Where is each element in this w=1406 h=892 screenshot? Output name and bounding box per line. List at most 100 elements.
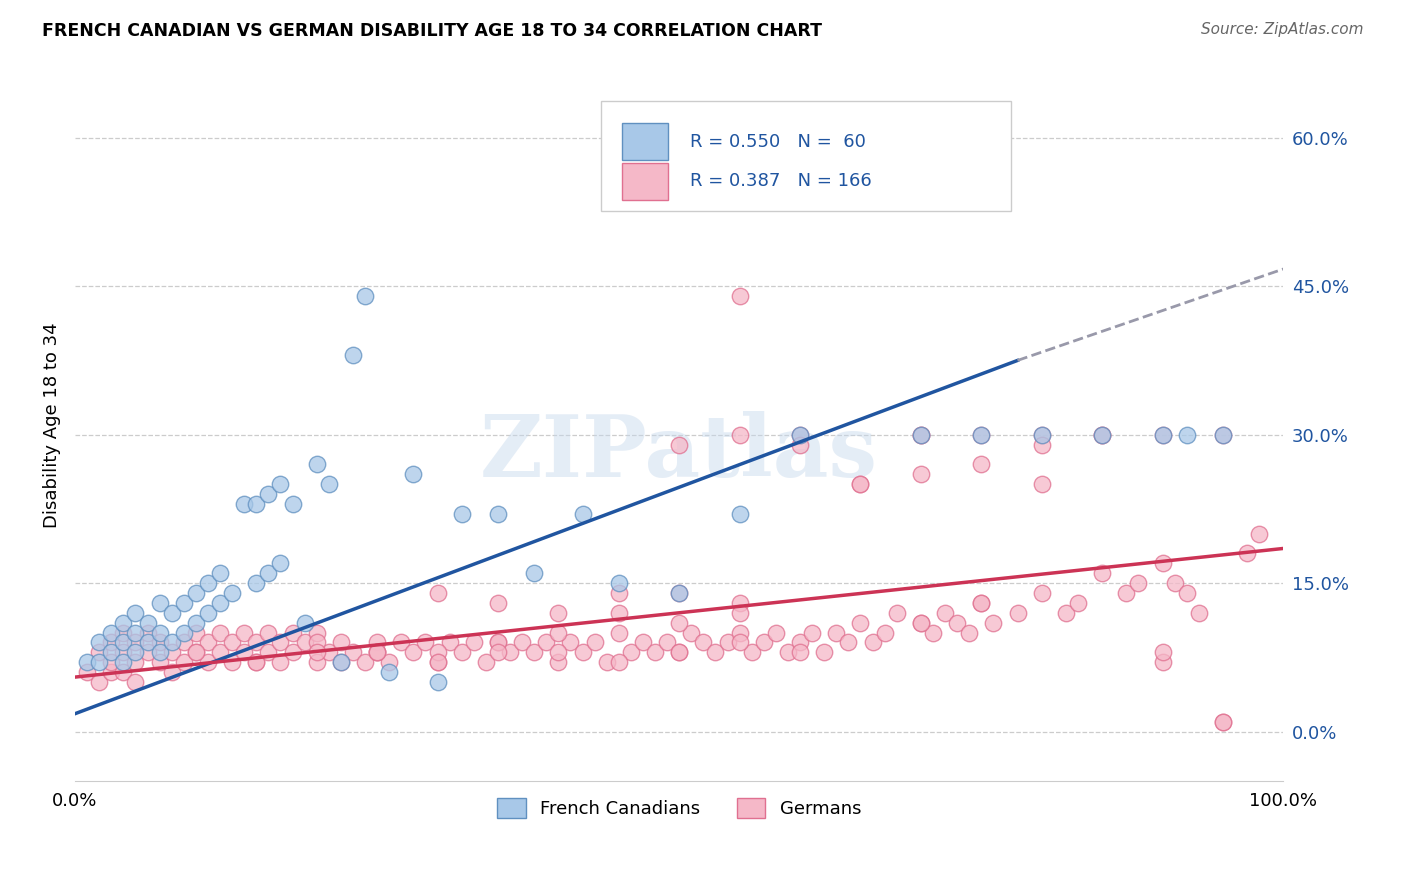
Germans <box>439 635 461 649</box>
Germans <box>76 665 98 680</box>
Germans <box>89 645 111 659</box>
Germans <box>269 655 291 669</box>
Germans <box>970 458 993 472</box>
Germans <box>957 625 980 640</box>
Germans <box>149 635 172 649</box>
Germans <box>426 645 449 659</box>
Germans <box>752 635 775 649</box>
French Canadians <box>76 655 98 669</box>
Germans <box>389 635 412 649</box>
Germans <box>910 467 932 482</box>
Germans <box>704 645 727 659</box>
French Canadians <box>233 497 256 511</box>
Germans <box>184 645 207 659</box>
Germans <box>208 645 231 659</box>
Germans <box>934 606 956 620</box>
Germans <box>1163 576 1185 591</box>
Germans <box>595 655 617 669</box>
Germans <box>1175 586 1198 600</box>
Germans <box>1054 606 1077 620</box>
Germans <box>342 645 364 659</box>
Germans <box>208 625 231 640</box>
Germans <box>257 645 280 659</box>
Germans <box>112 645 135 659</box>
Germans <box>1031 427 1053 442</box>
Germans <box>728 427 751 442</box>
Germans <box>983 615 1005 630</box>
Germans <box>100 655 122 669</box>
French Canadians <box>450 507 472 521</box>
Text: R = 0.550   N =  60: R = 0.550 N = 60 <box>690 133 866 151</box>
French Canadians <box>378 665 401 680</box>
Germans <box>281 625 304 640</box>
Germans <box>547 606 569 620</box>
Germans <box>1031 437 1053 451</box>
French Canadians <box>124 625 146 640</box>
Germans <box>668 645 690 659</box>
French Canadians <box>173 596 195 610</box>
Germans <box>245 655 267 669</box>
French Canadians <box>1212 427 1234 442</box>
French Canadians <box>149 645 172 659</box>
Germans <box>922 625 945 640</box>
Germans <box>149 655 172 669</box>
Germans <box>475 655 498 669</box>
French Canadians <box>208 566 231 581</box>
Germans <box>910 427 932 442</box>
French Canadians <box>124 645 146 659</box>
French Canadians <box>342 349 364 363</box>
Germans <box>415 635 437 649</box>
Germans <box>583 635 606 649</box>
Text: R = 0.387   N = 166: R = 0.387 N = 166 <box>690 172 872 190</box>
French Canadians <box>89 635 111 649</box>
Germans <box>1007 606 1029 620</box>
Germans <box>1031 586 1053 600</box>
Germans <box>571 645 593 659</box>
Germans <box>354 655 377 669</box>
Germans <box>269 635 291 649</box>
Germans <box>1128 576 1150 591</box>
French Canadians <box>112 635 135 649</box>
Germans <box>789 427 811 442</box>
Germans <box>728 606 751 620</box>
Germans <box>970 427 993 442</box>
French Canadians <box>668 586 690 600</box>
Germans <box>233 625 256 640</box>
Germans <box>100 665 122 680</box>
Germans <box>886 606 908 620</box>
Germans <box>426 655 449 669</box>
Germans <box>789 437 811 451</box>
Germans <box>946 615 969 630</box>
Germans <box>716 635 738 649</box>
Germans <box>305 645 328 659</box>
Germans <box>136 625 159 640</box>
Germans <box>547 655 569 669</box>
French Canadians <box>329 655 352 669</box>
Germans <box>607 586 630 600</box>
Germans <box>813 645 835 659</box>
French Canadians <box>112 615 135 630</box>
French Canadians <box>269 477 291 491</box>
Germans <box>523 645 546 659</box>
Germans <box>849 477 872 491</box>
Germans <box>849 615 872 630</box>
French Canadians <box>124 606 146 620</box>
Germans <box>197 655 219 669</box>
Germans <box>366 645 388 659</box>
Germans <box>728 625 751 640</box>
Bar <box>623 162 668 200</box>
French Canadians <box>197 606 219 620</box>
French Canadians <box>257 487 280 501</box>
Germans <box>837 635 859 649</box>
Text: ZIPatlas: ZIPatlas <box>481 411 879 495</box>
French Canadians <box>269 556 291 570</box>
French Canadians <box>402 467 425 482</box>
Germans <box>426 586 449 600</box>
Germans <box>1152 645 1174 659</box>
Germans <box>1091 427 1114 442</box>
Text: FRENCH CANADIAN VS GERMAN DISABILITY AGE 18 TO 34 CORRELATION CHART: FRENCH CANADIAN VS GERMAN DISABILITY AGE… <box>42 22 823 40</box>
Germans <box>184 625 207 640</box>
French Canadians <box>910 427 932 442</box>
Germans <box>486 635 509 649</box>
Germans <box>221 635 243 649</box>
